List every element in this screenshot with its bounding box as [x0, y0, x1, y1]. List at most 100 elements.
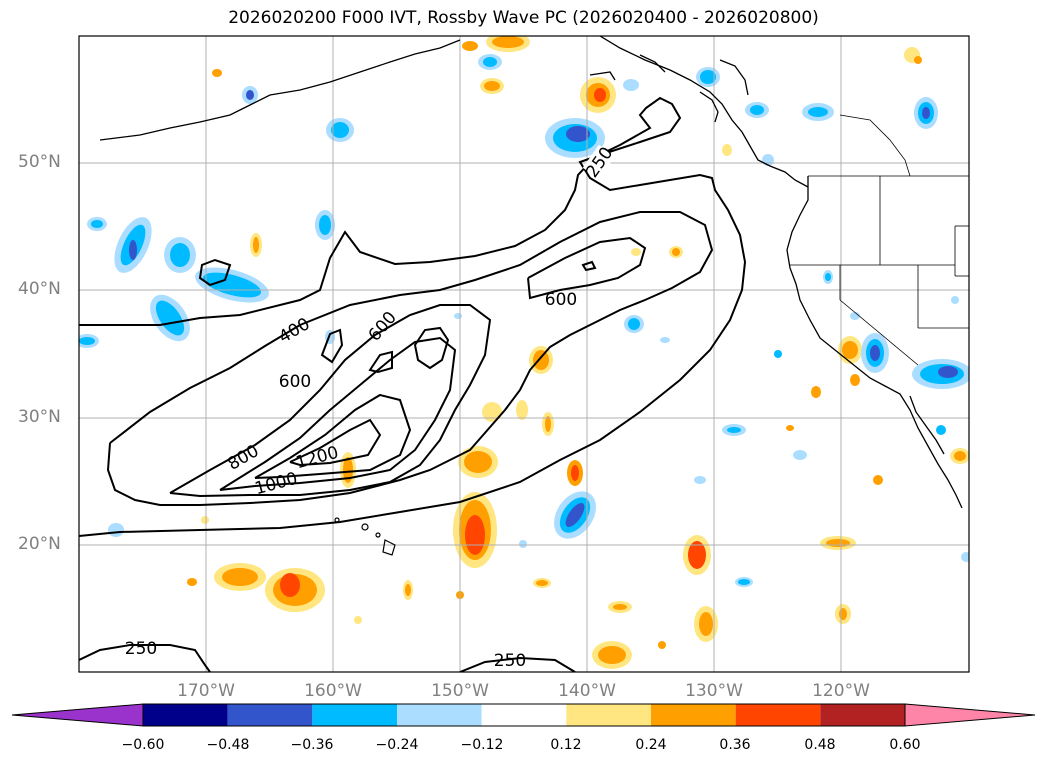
contour-small-e	[581, 260, 597, 272]
lon-label: 140°W	[558, 681, 616, 701]
negative-anomaly	[938, 366, 958, 378]
lat-label: 30°N	[18, 407, 61, 427]
colorbar-extend-high	[904, 703, 1036, 727]
contour-small-c	[320, 328, 344, 364]
positive-anomaly	[201, 516, 209, 524]
contour-600-outer	[527, 236, 647, 300]
positive-anomaly	[631, 248, 641, 256]
lon-label: 160°W	[304, 681, 362, 701]
negative-anomaly	[961, 552, 969, 562]
positive-anomaly	[253, 237, 259, 253]
lon-label: 150°W	[431, 681, 489, 701]
positive-anomaly	[873, 475, 883, 485]
positive-anomaly	[839, 608, 847, 620]
negative-anomaly	[519, 540, 527, 548]
contour-small-a	[413, 326, 450, 370]
state-borders	[790, 114, 969, 366]
negative-anomaly	[170, 243, 190, 267]
positive-anomaly	[492, 36, 524, 48]
positive-anomaly	[613, 604, 627, 610]
negative-anomaly	[566, 126, 590, 142]
colorbar-tick-label: 0.36	[719, 737, 751, 753]
lat-label: 20°N	[18, 534, 61, 554]
contour-label: 400	[275, 314, 313, 348]
negative-anomaly	[870, 345, 880, 361]
positive-anomaly	[222, 568, 258, 586]
negative-anomaly	[793, 450, 807, 460]
coastlines	[99, 36, 963, 509]
positive-anomaly	[465, 515, 485, 555]
positive-anomaly	[594, 88, 606, 102]
negative-anomaly	[246, 90, 254, 100]
positive-anomaly	[354, 616, 362, 624]
positive-anomaly	[571, 465, 579, 481]
positive-anomaly	[405, 584, 411, 596]
contour-250-south-b	[459, 656, 576, 672]
hawaii-islands	[334, 517, 396, 556]
positive-anomaly	[699, 612, 713, 636]
positive-anomaly	[688, 541, 706, 569]
lat-label: 50°N	[18, 152, 61, 172]
negative-anomaly	[727, 427, 741, 433]
anomaly-blobs	[79, 36, 969, 669]
contour-800	[219, 336, 457, 491]
positive-anomaly	[187, 578, 197, 586]
colorbar-tick-label: 0.48	[804, 737, 836, 753]
positive-anomaly	[464, 451, 492, 473]
positive-anomaly	[212, 69, 222, 77]
contour-label: 1200	[294, 443, 341, 474]
colorbar-tick-label: 0.12	[550, 737, 582, 753]
negative-anomaly	[660, 337, 670, 343]
contour-250-south	[79, 644, 211, 672]
lat-label: 40°N	[18, 279, 61, 299]
map-title: 2026020200 F000 IVT, Rossby Wave PC (202…	[228, 8, 819, 28]
positive-anomaly	[533, 350, 549, 370]
positive-anomaly	[954, 451, 966, 461]
colorbar-tick-label: 0.60	[889, 737, 921, 753]
positive-anomaly	[672, 248, 680, 256]
negative-anomaly	[79, 337, 95, 345]
positive-anomaly	[280, 573, 300, 597]
positive-anomaly	[658, 641, 666, 649]
positive-anomaly	[811, 386, 821, 398]
negative-anomaly	[825, 273, 831, 281]
contour-400	[106, 211, 714, 506]
positive-anomaly	[722, 144, 732, 156]
negative-anomaly	[700, 70, 716, 84]
positive-anomaly	[484, 81, 500, 91]
positive-anomaly	[786, 425, 794, 431]
colorbar-tick-label: 0.24	[635, 737, 667, 753]
map-frame	[78, 35, 970, 673]
lon-label: 130°W	[685, 681, 743, 701]
negative-anomaly	[694, 476, 706, 484]
negative-anomaly	[483, 57, 497, 67]
positive-anomaly	[598, 646, 626, 664]
contour-small-d	[198, 258, 232, 287]
negative-anomaly	[951, 296, 959, 304]
ivt-map: 250 400 600 600 600 800 1000 1200 250 25…	[78, 35, 970, 673]
negative-anomaly	[129, 240, 137, 260]
contour-600-inner	[169, 304, 492, 498]
gridlines	[79, 36, 969, 672]
colorbar-tick-label: −0.24	[375, 737, 419, 753]
lon-label: 120°W	[812, 681, 870, 701]
contour-250-north	[79, 96, 747, 537]
negative-anomaly	[108, 523, 124, 537]
negative-anomaly	[922, 107, 930, 119]
colorbar-segment	[735, 704, 821, 726]
positive-anomaly	[545, 416, 551, 432]
negative-anomaly	[762, 154, 774, 166]
positive-anomaly	[826, 539, 850, 547]
negative-anomaly	[331, 122, 349, 138]
positive-anomaly	[343, 457, 353, 483]
negative-anomaly	[774, 350, 782, 358]
contour-1200	[289, 418, 382, 467]
colorbar-tick-label: −0.48	[206, 737, 250, 753]
negative-anomaly	[623, 79, 639, 91]
negative-anomaly	[155, 300, 185, 336]
contour-label: 250	[125, 639, 157, 659]
positive-anomaly	[482, 402, 502, 422]
colorbar-segment	[481, 704, 567, 726]
contour-label: 600	[545, 290, 577, 310]
colorbar-extend-low	[11, 703, 144, 727]
